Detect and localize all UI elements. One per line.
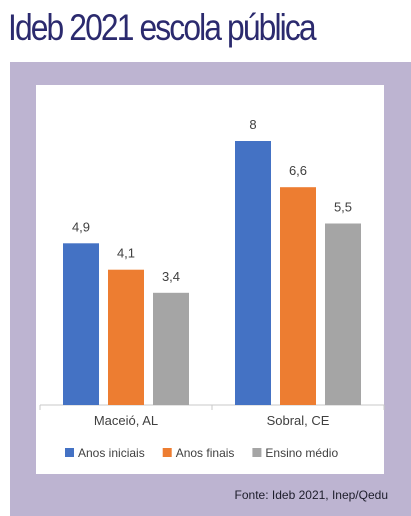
legend-label: Anos finais (176, 446, 235, 460)
chart-title: Ideb 2021 escola pública (8, 7, 317, 48)
legend-label: Anos iniciais (78, 446, 145, 460)
bar (235, 141, 271, 405)
x-tick-label: Sobral, CE (267, 413, 330, 428)
data-label: 5,5 (334, 200, 352, 215)
data-label: 6,6 (289, 163, 307, 178)
bar (280, 187, 316, 405)
bar (325, 223, 361, 405)
data-label: 4,1 (117, 246, 135, 261)
data-label: 4,9 (72, 219, 90, 234)
legend-swatch (162, 448, 172, 457)
source-note: Fonte: Ideb 2021, Inep/Qedu (234, 488, 388, 502)
legend-label: Ensino médio (265, 446, 338, 460)
data-label: 8 (249, 117, 256, 132)
bar (63, 243, 99, 405)
x-tick-label: Maceió, AL (94, 413, 158, 428)
legend-swatch (252, 448, 262, 457)
legend-swatch (65, 448, 74, 457)
bar (153, 292, 189, 405)
data-label: 3,4 (162, 269, 180, 284)
bar (108, 269, 144, 405)
